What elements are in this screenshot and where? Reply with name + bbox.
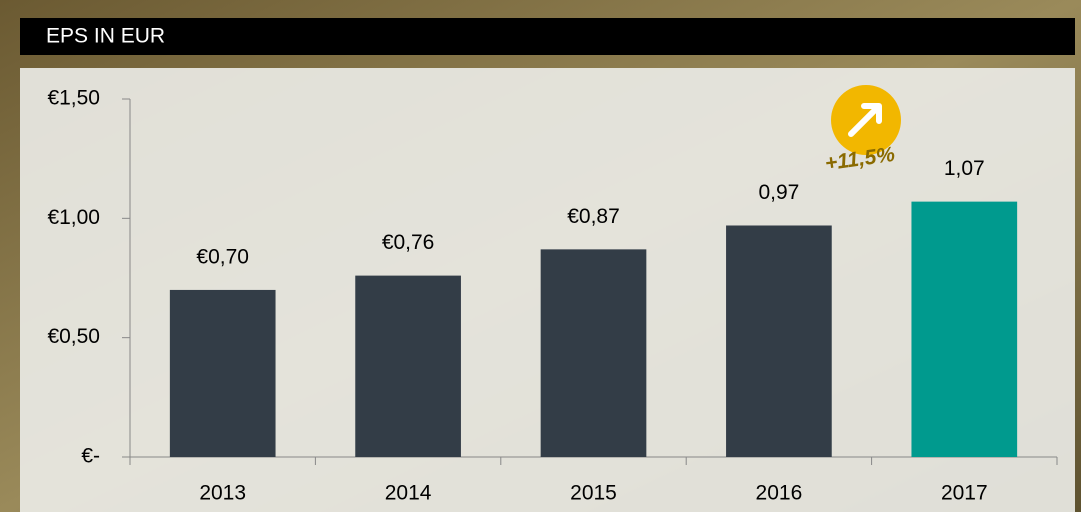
value-label: 1,07 [944,157,985,180]
y-tick-label: €1,00 [47,206,100,229]
value-label: €0,70 [196,245,249,268]
bar [170,290,276,457]
chart-title: EPS IN EUR [46,25,165,48]
x-tick-label: 2017 [941,482,988,505]
chart: EPS IN EUR +11,5% €-€0,50€1,00€1,502013€… [0,0,1081,512]
page: EPS IN EUR +11,5% €-€0,50€1,00€1,502013€… [0,0,1081,512]
y-tick-label: €- [81,445,100,468]
value-label: €0,87 [567,205,620,228]
title-bar [20,18,1075,55]
bar [355,276,461,457]
bar [726,225,832,457]
value-label: 0,97 [758,181,799,204]
x-tick-label: 2015 [570,482,617,505]
x-tick-label: 2013 [199,482,246,505]
bar [541,249,647,457]
x-tick-label: 2014 [385,482,432,505]
x-tick-label: 2016 [756,482,803,505]
value-label: €0,76 [382,231,435,254]
y-tick-label: €1,50 [47,87,100,110]
y-tick-label: €0,50 [47,325,100,348]
bar [911,202,1017,457]
